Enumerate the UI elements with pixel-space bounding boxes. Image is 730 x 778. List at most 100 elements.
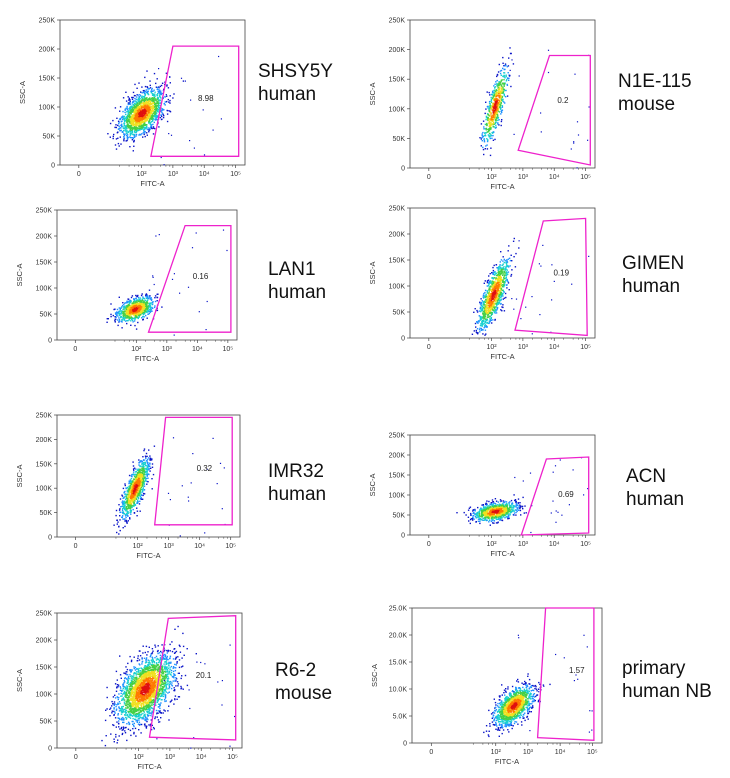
event-dot	[497, 123, 499, 125]
event-dot	[138, 311, 141, 313]
event-dot	[484, 307, 487, 309]
event-dot	[121, 319, 124, 321]
event-dot	[498, 119, 500, 121]
event-dot	[127, 309, 130, 311]
plot-frame	[56, 209, 238, 341]
event-dot	[495, 287, 498, 289]
event-dot	[485, 295, 488, 298]
event-dot	[485, 299, 487, 301]
event-dot	[492, 114, 494, 116]
event-dot	[135, 107, 137, 109]
event-dot	[122, 518, 124, 520]
event-dot	[497, 297, 499, 299]
event-dot	[149, 311, 152, 313]
event-dot	[573, 141, 575, 143]
event-dot	[151, 478, 153, 480]
event-dot	[120, 129, 122, 132]
event-dot	[497, 71, 500, 73]
event-dot	[511, 298, 513, 300]
event-dot	[152, 118, 154, 121]
event-dot	[153, 107, 155, 110]
event-dot	[127, 112, 130, 114]
event-dot	[488, 298, 491, 300]
event-dot	[138, 298, 140, 300]
event-dot	[127, 111, 129, 113]
event-dot	[499, 285, 501, 288]
event-dot	[123, 303, 125, 306]
event-dot	[150, 303, 152, 305]
event-dot	[492, 96, 494, 98]
event-dot	[487, 292, 489, 295]
event-dot	[491, 322, 493, 324]
event-dot	[489, 118, 492, 120]
event-dot	[129, 479, 131, 481]
event-dot	[488, 91, 490, 94]
event-dot	[491, 93, 493, 96]
event-dot	[146, 106, 148, 108]
event-dot	[127, 320, 129, 322]
plot-lan1: 0.16 0 50K 100K 150K 200K 250K 0 10² 10³ 10⁴ 10⁵ FIT…	[0, 205, 260, 365]
event-dot	[493, 311, 495, 313]
event-dot	[144, 124, 146, 126]
event-dot	[140, 498, 142, 500]
event-dot	[483, 307, 485, 309]
event-dot	[131, 302, 133, 304]
x-axis-label: FITC-A	[490, 182, 514, 191]
event-dot	[128, 314, 130, 316]
event-dot	[146, 308, 148, 310]
event-dot	[504, 83, 506, 85]
event-dot	[141, 121, 143, 124]
event-dot	[489, 320, 491, 322]
event-dot	[118, 320, 120, 323]
event-dot	[141, 92, 143, 94]
event-dot	[141, 478, 143, 480]
event-dot	[145, 302, 147, 305]
event-dot	[499, 98, 501, 100]
x-tick-label: 10⁵	[230, 171, 241, 178]
event-dot	[124, 320, 127, 322]
event-dot	[121, 495, 124, 497]
event-dot	[131, 304, 133, 306]
event-dot	[138, 303, 140, 305]
event-dot	[132, 110, 134, 112]
event-dot	[497, 98, 499, 100]
event-dot	[144, 126, 146, 129]
event-dot	[498, 99, 500, 102]
event-dot	[134, 83, 136, 86]
event-dot	[501, 87, 503, 89]
event-dot	[145, 118, 147, 120]
x-tick-label: 10³	[162, 346, 173, 353]
y-tick-label: 250K	[389, 18, 406, 25]
event-dot	[123, 135, 126, 137]
event-cloud	[107, 55, 222, 166]
event-dot	[145, 467, 147, 469]
event-dot	[497, 88, 500, 91]
event-dot	[129, 122, 131, 125]
event-dot	[492, 139, 495, 141]
event-dot	[159, 90, 161, 93]
event-dot	[491, 304, 493, 306]
event-dot	[124, 109, 126, 111]
event-dot	[156, 98, 158, 100]
event-dot	[494, 277, 496, 279]
event-dot	[145, 90, 147, 93]
event-dot	[158, 89, 161, 91]
event-dot	[139, 465, 141, 468]
event-dot	[123, 140, 125, 142]
event-dot	[120, 310, 122, 312]
event-dot	[140, 309, 142, 311]
event-dot	[139, 123, 141, 126]
event-dot	[144, 311, 146, 313]
event-dot	[141, 86, 143, 88]
event-dot	[500, 120, 503, 123]
event-dot	[484, 320, 486, 323]
event-dot	[140, 102, 142, 105]
event-dot	[123, 127, 125, 130]
event-dot	[124, 315, 126, 317]
event-dot	[124, 313, 126, 315]
event-dot	[137, 306, 139, 308]
event-dot	[498, 272, 501, 274]
event-dot	[150, 459, 152, 461]
event-dot	[141, 310, 143, 313]
event-dot	[127, 315, 129, 317]
